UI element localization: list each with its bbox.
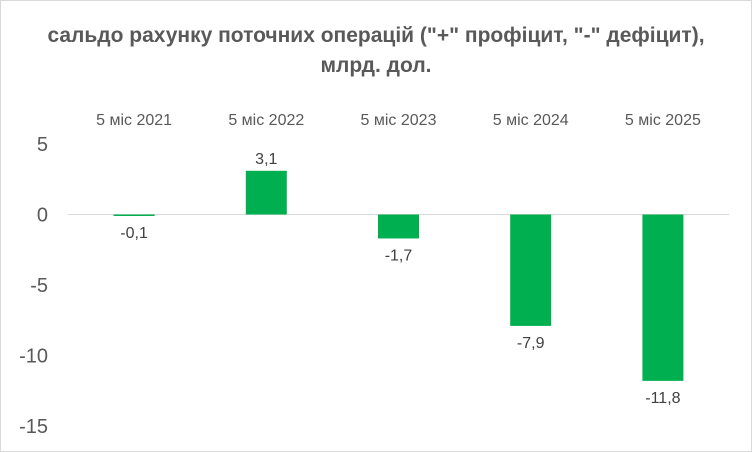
x-tick-label: 5 міс 2023 bbox=[361, 112, 437, 129]
bar bbox=[113, 214, 155, 216]
data-labels: -0,1 3,1 -1,7 -7,9 -11,8 bbox=[120, 151, 680, 407]
data-label: -0,1 bbox=[120, 225, 148, 242]
bar bbox=[642, 214, 684, 381]
bar bbox=[510, 214, 552, 326]
data-label: -1,7 bbox=[385, 247, 413, 264]
y-tick-label: -15 bbox=[19, 416, 48, 438]
chart-title: сальдо рахунку поточних операцій ("+" пр… bbox=[47, 24, 705, 77]
x-tick-label: 5 міс 2025 bbox=[625, 112, 701, 129]
y-axis: 5 0 -5 -10 -15 bbox=[19, 134, 48, 438]
y-tick-label: 5 bbox=[37, 134, 48, 156]
bar bbox=[378, 214, 419, 239]
bar bbox=[245, 170, 287, 215]
y-tick-label: -10 bbox=[19, 346, 48, 368]
data-label: -11,8 bbox=[645, 390, 680, 407]
x-tick-label: 5 міс 2022 bbox=[228, 112, 304, 129]
x-axis: 5 міс 2021 5 міс 2022 5 міс 2023 5 міс 2024… bbox=[68, 112, 729, 215]
x-tick-label: 5 міс 2024 bbox=[493, 112, 569, 129]
bars bbox=[113, 170, 684, 381]
x-tick-label: 5 міс 2021 bbox=[96, 112, 172, 129]
data-label: 3,1 bbox=[255, 151, 277, 168]
y-tick-label: 0 bbox=[37, 205, 48, 227]
data-label: -7,9 bbox=[517, 335, 545, 352]
y-tick-label: -5 bbox=[30, 275, 48, 297]
